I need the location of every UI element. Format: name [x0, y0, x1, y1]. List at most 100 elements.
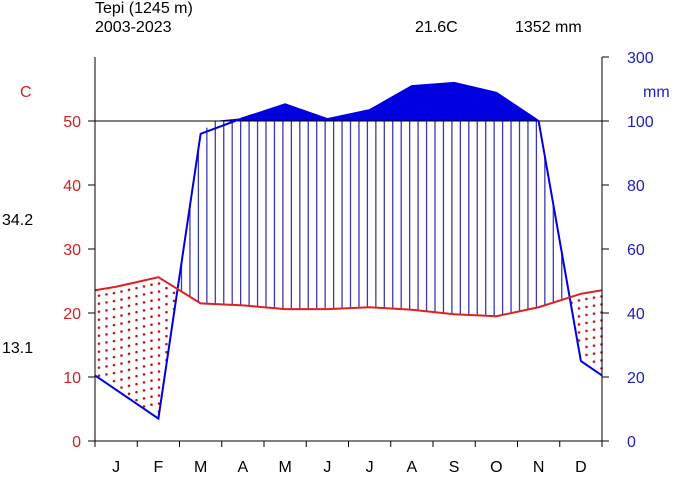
arid-dot — [127, 376, 131, 380]
arid-dot — [142, 365, 146, 368]
arid-dot — [585, 313, 588, 317]
arid-dot — [127, 392, 131, 396]
arid-dot — [142, 349, 146, 352]
arid-dot — [585, 337, 588, 341]
right-tick-label: 40 — [627, 306, 645, 323]
arid-dot — [127, 304, 131, 308]
arid-dot — [165, 342, 168, 346]
arid-dot — [120, 298, 123, 301]
arid-dot — [135, 326, 138, 330]
arid-dot — [135, 358, 138, 362]
arid-dot — [592, 312, 596, 315]
arid-dot — [165, 302, 168, 306]
temperature-line — [94, 276, 603, 318]
arid-dot — [127, 344, 131, 348]
arid-dot — [577, 315, 581, 318]
arid-dot — [577, 331, 581, 334]
arid-dot — [150, 347, 153, 351]
right-tick-label: 300 — [627, 50, 654, 67]
arid-dot — [105, 365, 108, 368]
month-label: O — [490, 459, 502, 476]
arid-dot — [142, 309, 146, 312]
arid-dot — [142, 325, 146, 328]
arid-dot — [127, 296, 131, 300]
arid-dot — [157, 314, 161, 317]
arid-dot — [142, 317, 146, 320]
month-label: J — [323, 459, 331, 476]
left-tick-label: 0 — [72, 434, 81, 451]
right-axis-label: mm — [643, 84, 670, 101]
arid-dot — [142, 381, 146, 384]
arid-dot — [105, 317, 108, 320]
right-tick-label: 60 — [627, 242, 645, 259]
arid-dot — [120, 386, 123, 389]
arid-dot — [112, 363, 116, 367]
arid-dot — [127, 352, 131, 356]
arid-dot — [120, 330, 123, 333]
arid-dot — [150, 355, 153, 359]
arid-dot — [120, 314, 123, 317]
arid-dot — [592, 336, 596, 339]
month-label: F — [153, 459, 163, 476]
arid-dot — [97, 294, 101, 297]
arid-dot — [127, 320, 131, 324]
arid-dot — [97, 310, 101, 313]
month-label: A — [407, 459, 418, 476]
arid-dot — [142, 389, 146, 392]
arid-dot — [120, 346, 123, 349]
right-tick-label: 80 — [627, 178, 645, 195]
arid-dot — [112, 331, 116, 335]
arid-dot — [135, 294, 138, 298]
arid-dot — [120, 378, 123, 381]
arid-dot — [112, 371, 116, 375]
arid-dot — [157, 330, 161, 333]
arid-dot — [165, 294, 168, 298]
arid-dot — [585, 329, 588, 333]
arid-dot — [105, 293, 108, 296]
arid-dot — [150, 291, 153, 295]
left-tick-label: 10 — [63, 370, 81, 387]
precipitation-line — [94, 81, 603, 421]
arid-dot — [142, 357, 146, 360]
arid-dot — [97, 350, 101, 353]
arid-dot — [172, 291, 176, 295]
arid-dot — [97, 326, 101, 329]
arid-dot — [112, 323, 116, 327]
period-label: 2003-2023 — [95, 19, 172, 36]
arid-dot — [142, 341, 146, 344]
arid-dot — [592, 360, 596, 363]
arid-dot — [127, 312, 131, 316]
arid-dot — [105, 357, 108, 360]
arid-dot — [97, 302, 101, 305]
arid-dot — [135, 374, 138, 378]
month-label: J — [112, 459, 120, 476]
arid-dot — [150, 395, 153, 399]
arid-dot — [157, 322, 161, 325]
arid-dot — [157, 354, 161, 357]
right-tick-label: 0 — [627, 434, 636, 451]
arid-dot — [135, 366, 138, 370]
arid-dot — [165, 286, 168, 290]
arid-dot — [112, 291, 116, 295]
arid-dot — [150, 339, 153, 343]
month-label: N — [533, 459, 545, 476]
arid-dot — [585, 297, 588, 301]
arid-dot — [120, 290, 123, 293]
arid-dot — [157, 378, 161, 381]
arid-dot — [165, 326, 168, 330]
arid-dot — [592, 320, 596, 323]
arid-dot — [157, 346, 161, 349]
arid-dot — [157, 306, 161, 309]
arid-dot — [157, 394, 161, 397]
arid-dot — [150, 331, 153, 335]
arid-dot — [112, 355, 116, 359]
arid-dot — [127, 336, 131, 340]
arid-dot — [157, 386, 161, 389]
arid-dot — [592, 304, 596, 307]
arid-dot — [150, 307, 153, 311]
arid-dot — [592, 328, 596, 331]
arid-dot — [105, 301, 108, 304]
arid-dot — [577, 299, 581, 302]
arid-dot — [120, 306, 123, 309]
